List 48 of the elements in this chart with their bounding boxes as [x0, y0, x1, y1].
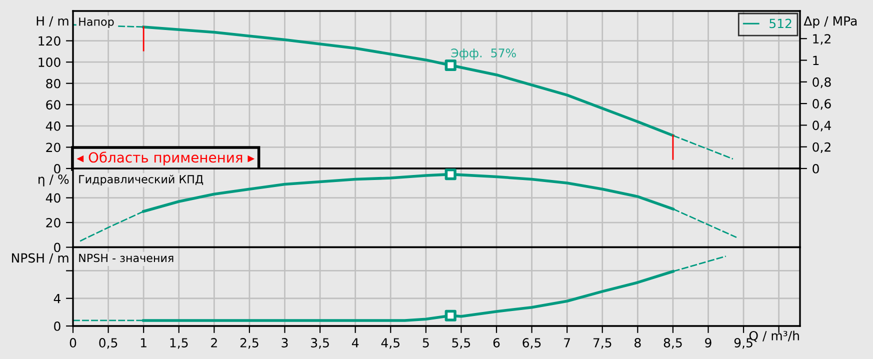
y-axis-title: η / %: [38, 174, 69, 186]
chart-title: NPSH - значения: [79, 254, 174, 262]
y2-axis-title: Δp / MPa: [804, 16, 857, 28]
y-tick-label: 40: [46, 193, 60, 203]
y-axis-title: NPSH / m: [12, 253, 68, 264]
x-tick-label: 0,5: [99, 338, 118, 349]
y2-tick-label: 0,2: [812, 142, 830, 154]
y-tick-label: 0: [54, 321, 60, 331]
x-tick-label: 2,5: [240, 338, 258, 349]
x-tick-label: 7,5: [593, 338, 612, 349]
x-tick-label: 2: [211, 338, 217, 348]
y-tick-label: 40: [46, 121, 60, 131]
y-tick-label: 120: [38, 36, 60, 46]
x-tick-label: 1: [140, 338, 146, 348]
y-tick-label: 0: [54, 164, 60, 174]
y2-tick-label: 0,6: [812, 99, 831, 110]
x-tick-label: 7: [564, 338, 570, 348]
legend-label: 512: [770, 18, 792, 28]
x-tick-label: 1,5: [170, 338, 188, 349]
x-tick-label: 8,5: [664, 338, 682, 349]
annotation: ◂ Область применения ▸: [76, 152, 255, 166]
x-tick-label: 4: [352, 338, 359, 348]
x-tick-label: 9: [705, 338, 712, 348]
x-tick-label: 3: [282, 338, 288, 348]
y-tick-label: 4: [54, 294, 60, 304]
y2-tick-label: 0,4: [812, 120, 831, 132]
y-tick-label: 0: [54, 242, 60, 252]
y-tick-label: 60: [46, 100, 60, 110]
y2-tick-label: 1: [813, 56, 819, 65]
y-tick-label: 20: [46, 142, 60, 152]
y-tick-label: 80: [46, 78, 60, 88]
x-tick-label: 6: [493, 338, 500, 348]
x-tick-label: 4,5: [381, 338, 400, 349]
y2-tick-label: 0,8: [812, 77, 831, 88]
x-tick-label: 6,5: [522, 338, 541, 349]
y-tick-label: 20: [46, 218, 60, 228]
x-tick-label: 0: [70, 338, 76, 348]
y-tick-label: 100: [38, 58, 60, 68]
text: Напор: [79, 18, 114, 28]
x-tick-label: 5,5: [452, 338, 470, 349]
text: Гидравлический КПД: [79, 174, 204, 186]
x-tick-label: 3,5: [311, 338, 329, 349]
y-axis-title: H / m: [36, 16, 68, 27]
annotation: Эфф. 57%: [451, 48, 516, 60]
y2-tick-label: 0: [812, 164, 819, 174]
x-tick-label: 8: [634, 338, 641, 348]
y2-tick-label: 1,2: [813, 34, 830, 45]
x-tick-label: 5: [422, 338, 429, 348]
